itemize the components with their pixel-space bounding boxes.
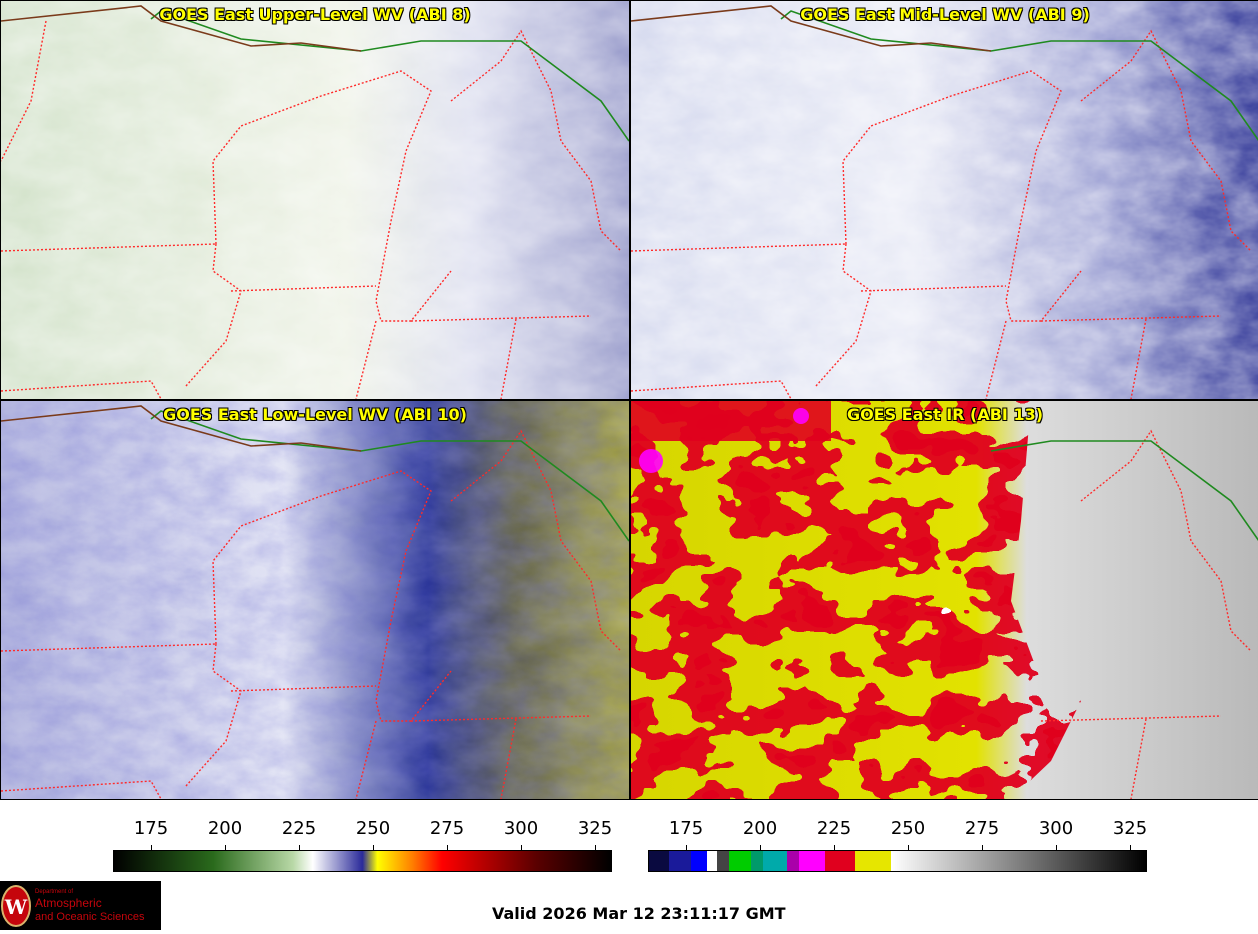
- state-borders: [1, 429, 622, 799]
- tick-mark: [982, 845, 983, 850]
- tick-mark: [760, 845, 761, 850]
- upper-wv-image: [1, 1, 629, 399]
- logo-line2: Atmospheric: [35, 896, 102, 910]
- tick-label: 225: [281, 818, 317, 839]
- mid-wv-image: [631, 1, 1258, 399]
- panel-title: GOES East Low-Level WV (ABI 10): [163, 405, 467, 424]
- tick-label: 200: [207, 818, 243, 839]
- valid-time: Valid 2026 Mar 12 23:11:17 GMT: [492, 904, 786, 923]
- panel-title: GOES East Upper-Level WV (ABI 8): [159, 5, 471, 24]
- state-borders: [631, 29, 1252, 399]
- tick-label: 175: [668, 818, 704, 839]
- tick-mark: [1056, 845, 1057, 850]
- tick-label: 225: [816, 818, 852, 839]
- map-panel-upper-wv: GOES East Upper-Level WV (ABI 8): [0, 0, 630, 400]
- tick-mark: [834, 845, 835, 850]
- panel-title: GOES East Mid-Level WV (ABI 9): [800, 5, 1090, 24]
- tick-label: 325: [577, 818, 613, 839]
- logo-line3: and Oceanic Sciences: [35, 911, 145, 923]
- tick-label: 275: [964, 818, 1000, 839]
- tick-mark: [225, 845, 226, 850]
- logo-line1: Department of: [35, 889, 73, 895]
- low-wv-image: [1, 401, 629, 799]
- tick-mark: [299, 845, 300, 850]
- tick-mark: [686, 845, 687, 850]
- tick-mark: [1130, 845, 1131, 850]
- tick-label: 300: [503, 818, 539, 839]
- tick-label: 275: [429, 818, 465, 839]
- state-borders: [1, 20, 622, 399]
- tick-label: 175: [133, 818, 169, 839]
- ir-image: [631, 401, 1258, 799]
- tick-mark: [447, 845, 448, 850]
- tick-label: 250: [355, 818, 391, 839]
- uw-seal-icon: W Department of Atmospheric and Oceanic …: [1, 885, 145, 927]
- tick-label: 250: [890, 818, 926, 839]
- tick-mark: [521, 845, 522, 850]
- tick-mark: [373, 845, 374, 850]
- tick-mark: [151, 845, 152, 850]
- tick-label: 325: [1112, 818, 1148, 839]
- tick-mark: [595, 845, 596, 850]
- map-panel-low-wv: GOES East Low-Level WV (ABI 10): [0, 400, 630, 800]
- map-panel-ir: GOES East IR (ABI 13): [630, 400, 1258, 800]
- aos-logo[interactable]: W Department of Atmospheric and Oceanic …: [0, 881, 161, 930]
- map-panel-mid-wv: GOES East Mid-Level WV (ABI 9): [630, 0, 1258, 400]
- colorbar-wv-gradient: [113, 850, 612, 872]
- colorbar-ir-gradient: [648, 850, 1147, 872]
- tick-label: 300: [1038, 818, 1074, 839]
- panel-title: GOES East IR (ABI 13): [846, 405, 1044, 424]
- state-borders: [1040, 429, 1252, 799]
- tick-label: 200: [742, 818, 778, 839]
- tick-mark: [908, 845, 909, 850]
- seal-letter: W: [4, 895, 28, 919]
